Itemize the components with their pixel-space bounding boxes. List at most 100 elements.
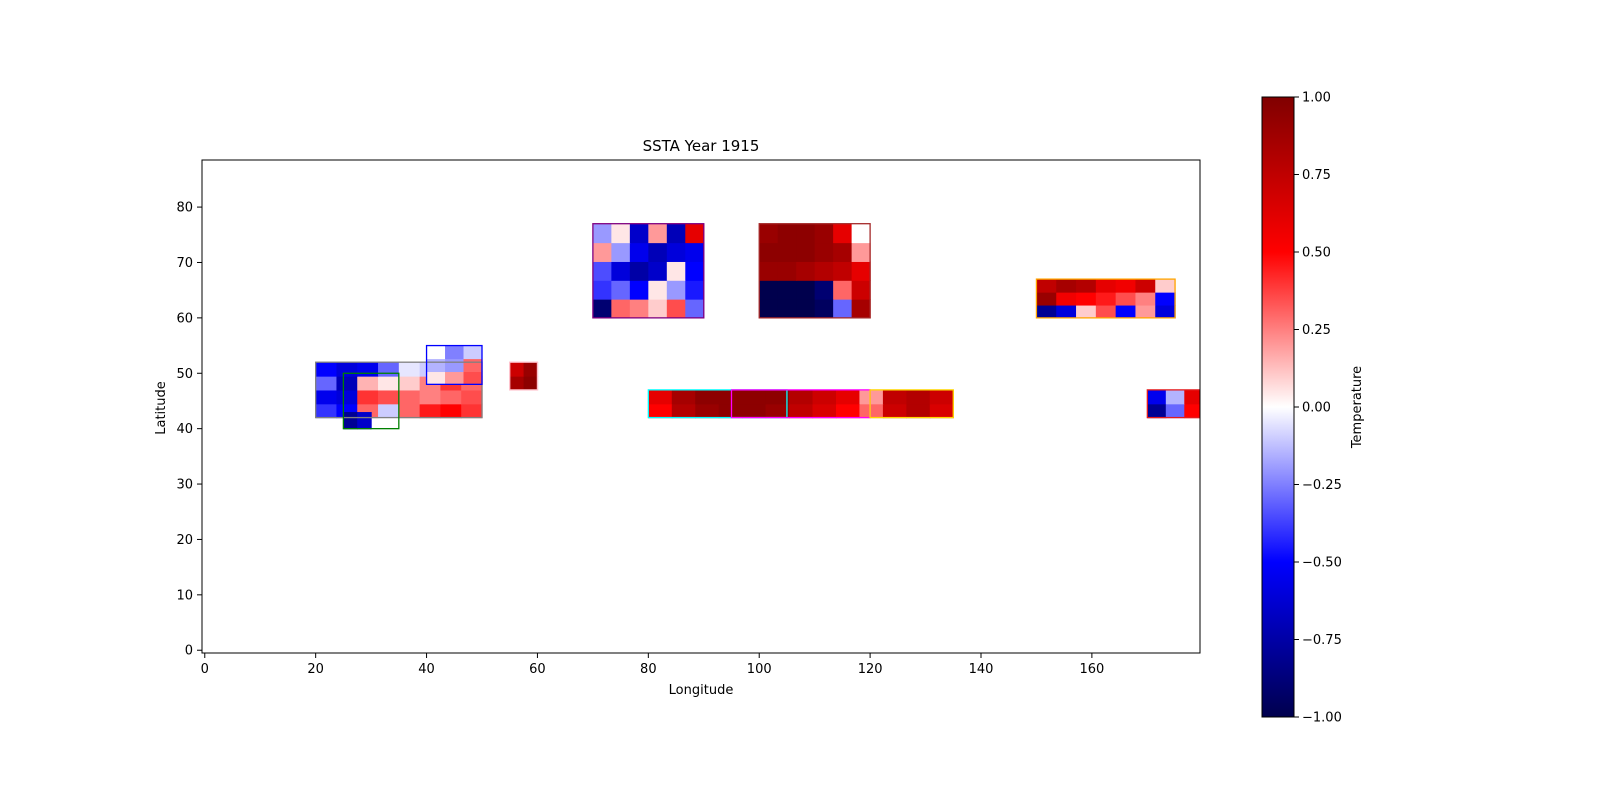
heatmap-cell [426, 371, 446, 385]
y-tick-label: 10 [176, 588, 193, 603]
heatmap-cell [742, 403, 767, 419]
heatmap-cell [685, 223, 705, 244]
heatmap-cell [695, 389, 720, 405]
y-tick-label: 20 [176, 533, 193, 548]
heatmap-cell [814, 261, 834, 281]
heatmap-cell [833, 261, 853, 281]
colorbar-tick-label: −0.75 [1302, 633, 1342, 648]
heatmap-cell [759, 242, 779, 262]
heatmap-cell [718, 389, 743, 405]
heatmap-cell [833, 242, 853, 262]
heatmap-cell [357, 376, 379, 391]
y-tick-label: 80 [176, 201, 193, 216]
heatmap-cell [611, 223, 631, 244]
heatmap-cell [759, 299, 779, 319]
region-box [342, 372, 400, 430]
heatmap-cell [648, 261, 668, 281]
heatmap-cell [378, 362, 400, 377]
heatmap-cell [315, 389, 338, 405]
heatmap-cell [851, 223, 871, 244]
heatmap-cell [592, 261, 612, 281]
heatmap-cell [315, 403, 338, 419]
heatmap-cell [426, 358, 446, 373]
heatmap-cell [789, 403, 814, 419]
heatmap-cell [796, 299, 816, 319]
heatmap-cell [796, 242, 816, 262]
heatmap-cell [343, 412, 358, 430]
heatmap-cell [906, 403, 931, 419]
heatmap-cell [759, 223, 779, 244]
heatmap-cell [461, 403, 483, 419]
heatmap-cell [882, 389, 907, 405]
y-tick-label: 60 [176, 311, 193, 326]
region-box [592, 223, 705, 319]
x-tick-label: 40 [418, 662, 435, 677]
heatmap-cell [1076, 292, 1097, 306]
heatmap-cell [1135, 304, 1156, 319]
heatmap-cell [929, 403, 954, 419]
x-axis-ticks: 0 20 40 60 80 100 120 140 160 [201, 653, 1104, 677]
heatmap-cell [742, 389, 767, 405]
heatmap-cell [1165, 403, 1185, 419]
heatmap-cell [851, 242, 871, 262]
heatmap-cell [357, 362, 379, 377]
heatmap-cell [835, 403, 861, 419]
heatmap-cell [523, 362, 539, 377]
heatmap-cell [648, 403, 673, 419]
heatmap-cell [859, 389, 884, 405]
heatmap-cell [1076, 304, 1097, 319]
heatmap-cell [592, 223, 612, 244]
heatmap-cell [759, 261, 779, 281]
heatmap-cell [851, 280, 871, 300]
heatmap-cell [882, 403, 907, 419]
heatmap-cell [812, 403, 837, 419]
y-tick-label: 0 [185, 644, 193, 659]
heatmap-cell [611, 261, 631, 281]
heatmap-cell [666, 223, 686, 244]
heatmap-cell [777, 261, 797, 281]
heatmap-cell [777, 242, 797, 262]
region-box [1035, 278, 1176, 319]
heatmap-cell [765, 389, 790, 405]
heatmap-cell [629, 223, 649, 244]
heatmap-cell [629, 299, 649, 319]
plot-frame [201, 159, 1201, 654]
heatmap-cell [1076, 279, 1097, 293]
heatmap-layer [315, 223, 1200, 430]
heatmap-cell [1135, 292, 1156, 306]
x-tick-label: 80 [640, 662, 657, 677]
heatmap-cell [336, 362, 358, 377]
heatmap-cell [463, 371, 483, 385]
y-tick-label: 40 [176, 422, 193, 437]
y-axis-ticks: 0 10 20 30 40 50 60 70 80 [176, 201, 202, 659]
heatmap-cell [648, 280, 668, 300]
x-tick-label: 100 [747, 662, 772, 677]
heatmap-cell [398, 403, 421, 419]
heatmap-cell [648, 299, 668, 319]
heatmap-cell [851, 261, 871, 281]
heatmap-cell [765, 403, 790, 419]
heatmap-cell [1115, 279, 1137, 293]
heatmap-cell [814, 223, 834, 244]
x-tick-label: 60 [529, 662, 546, 677]
heatmap-cell [789, 389, 814, 405]
colorbar-tick-label: 0.00 [1302, 401, 1331, 416]
heatmap-cell [1095, 304, 1117, 319]
x-tick-label: 160 [1079, 662, 1104, 677]
heatmap-cell [685, 261, 705, 281]
y-tick-label: 30 [176, 478, 193, 493]
y-axis-label: Latitude [154, 381, 169, 435]
heatmap-cell [463, 358, 483, 373]
heatmap-cell [509, 376, 525, 391]
heatmap-cell [671, 403, 696, 419]
heatmap-cell [796, 280, 816, 300]
colorbar-tick-label: 0.25 [1302, 323, 1331, 338]
heatmap-cell [666, 280, 686, 300]
region-box [425, 344, 483, 386]
heatmap-cell [378, 376, 400, 391]
heatmap-cell [1155, 279, 1176, 293]
heatmap-cell [398, 376, 421, 391]
heatmap-cell [648, 242, 668, 262]
heatmap-cell [315, 362, 338, 377]
colorbar-tick-label: −1.00 [1302, 711, 1342, 726]
